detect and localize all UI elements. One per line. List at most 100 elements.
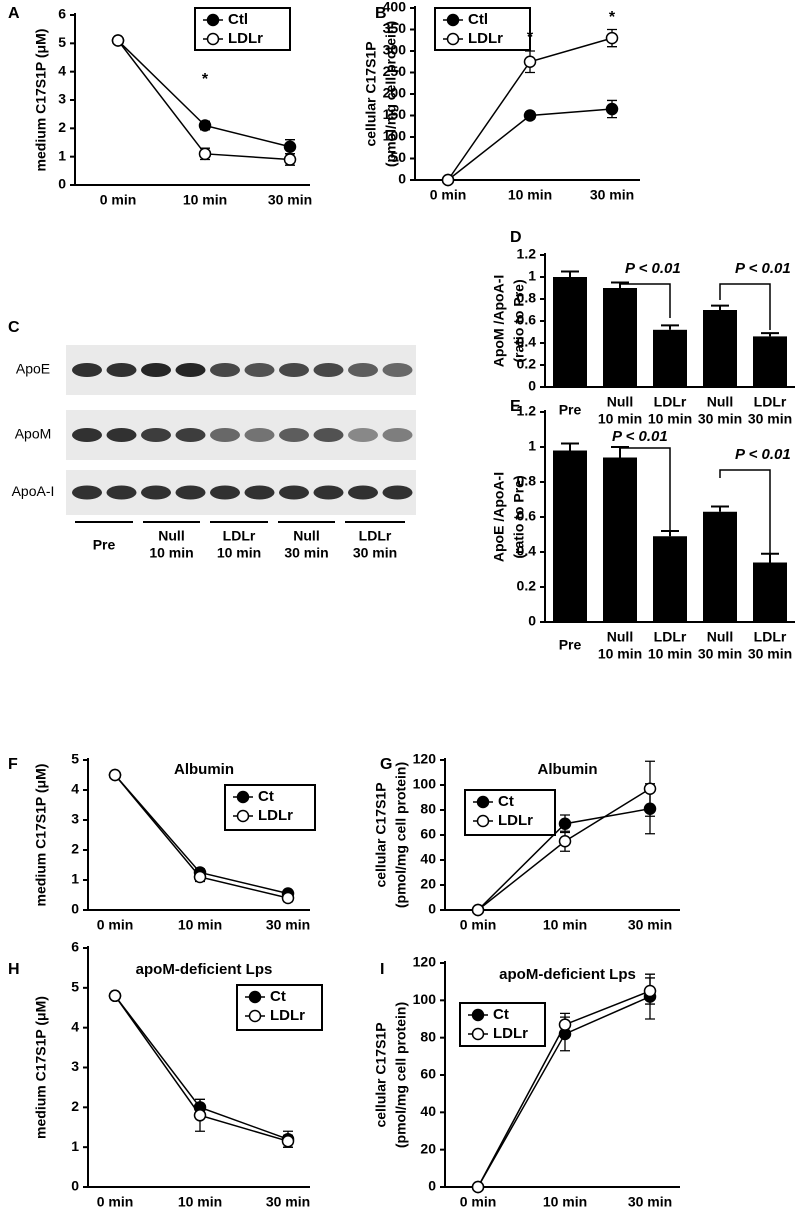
data-point [523, 109, 537, 122]
bar [653, 536, 687, 622]
y-tick-label: 4 [71, 781, 79, 797]
blot-band [106, 363, 137, 377]
annotation: P < 0.01 [735, 446, 791, 463]
y-tick-label: 1 [71, 1138, 79, 1154]
legend-label: Ct [270, 988, 286, 1005]
group-label: LDLr [359, 528, 392, 544]
y-tick-label: 0.8 [517, 473, 537, 489]
x-tick-label: LDLr [654, 394, 687, 410]
blot-band [106, 428, 137, 442]
data-point [471, 903, 485, 917]
data-point [283, 153, 297, 166]
group-label: Pre [93, 537, 116, 553]
y-tick-label: 2 [58, 119, 66, 135]
y-tick-label: 80 [420, 801, 436, 817]
data-point [281, 891, 295, 905]
y-axis-label: ApoM /ApoA-I [491, 275, 507, 368]
annotation: P < 0.01 [625, 260, 681, 277]
chart-title: Albumin [174, 761, 234, 778]
blot-band [279, 485, 309, 500]
x-tick-label: Pre [559, 637, 582, 653]
group-label: 10 min [149, 545, 193, 561]
blot-band [313, 428, 344, 442]
y-tick-label: 100 [383, 128, 407, 144]
data-point [558, 817, 572, 830]
x-tick-label: Null [607, 629, 633, 645]
data-point [108, 989, 122, 1003]
legend-marker [476, 795, 490, 809]
blot-band [382, 363, 413, 377]
legend-marker [248, 990, 262, 1004]
y-axis-label: cellular C17S1P [363, 41, 379, 146]
chart-title: apoM-deficient Lps [136, 961, 273, 978]
y-tick-label: 100 [413, 991, 437, 1007]
y-tick-label: 0.6 [517, 508, 537, 524]
y-tick-label: 0.2 [517, 356, 537, 372]
group-label: Null [293, 528, 319, 544]
y-tick-label: 0.6 [517, 312, 537, 328]
y-tick-label: 80 [420, 1028, 436, 1044]
group-label: 10 min [217, 545, 261, 561]
annotation: P < 0.01 [612, 428, 668, 445]
blot-band [210, 485, 240, 500]
bar [703, 511, 737, 622]
legend-marker [446, 13, 460, 27]
blot-band [72, 485, 102, 500]
legend-label: Ct [498, 793, 514, 810]
blot-band [348, 428, 378, 442]
y-tick-label: 0 [71, 901, 79, 917]
y-tick-label: 400 [383, 0, 407, 15]
legend-marker [236, 809, 250, 823]
data-point [471, 1180, 485, 1194]
x-tick-label: Pre [559, 402, 582, 418]
panel-letter: F [8, 756, 18, 773]
legend-marker [446, 32, 460, 46]
legend-label: Ct [493, 1006, 509, 1023]
y-tick-label: 6 [71, 939, 79, 955]
x-tick-label: 0 min [460, 917, 497, 933]
y-tick-label: 0 [428, 1178, 436, 1194]
y-tick-label: 60 [420, 1066, 436, 1082]
y-tick-label: 120 [413, 954, 437, 970]
legend-marker [206, 32, 220, 46]
blot-band [141, 485, 171, 500]
x-tick-label: 10 min [178, 917, 222, 933]
data-point [283, 140, 297, 153]
x-tick-label: 30 min [628, 917, 672, 933]
legend-marker [471, 1008, 485, 1022]
y-axis-label: (ratio to Pre) [511, 475, 527, 558]
blot-band [244, 485, 275, 500]
y-tick-label: 0 [58, 176, 66, 192]
legend-label: LDLr [258, 807, 293, 824]
bar [653, 329, 687, 387]
blot-row-label: ApoE [16, 361, 50, 377]
x-tick-label: 10 min [598, 411, 642, 427]
y-tick-label: 20 [420, 876, 436, 892]
legend-label: Ctl [228, 11, 248, 28]
blot-band [244, 428, 275, 442]
data-point [605, 31, 619, 45]
x-tick-label: LDLr [754, 629, 787, 645]
blot-row-label: ApoA-I [12, 483, 55, 499]
x-tick-label: 0 min [97, 1194, 134, 1210]
y-tick-label: 1.2 [517, 403, 537, 419]
panel-letter: D [510, 229, 522, 246]
y-tick-label: 40 [420, 1103, 436, 1119]
x-tick-label: 0 min [97, 917, 134, 933]
error-bar [761, 332, 779, 337]
x-tick-label: 30 min [268, 192, 312, 208]
y-axis-label: medium C17S1P (μM) [33, 764, 49, 907]
error-bar [561, 270, 579, 277]
y-tick-label: 0 [71, 1178, 79, 1194]
blot-band [279, 363, 309, 377]
x-tick-label: Null [607, 394, 633, 410]
panel-letter: B [375, 5, 387, 22]
y-tick-label: 2 [71, 1098, 79, 1114]
data-point [605, 102, 619, 116]
blot-band [313, 485, 344, 500]
x-tick-label: 0 min [460, 1194, 497, 1210]
y-tick-label: 0 [528, 378, 536, 394]
y-axis-label: cellular C17S1P [373, 782, 389, 887]
error-bar [561, 442, 579, 451]
